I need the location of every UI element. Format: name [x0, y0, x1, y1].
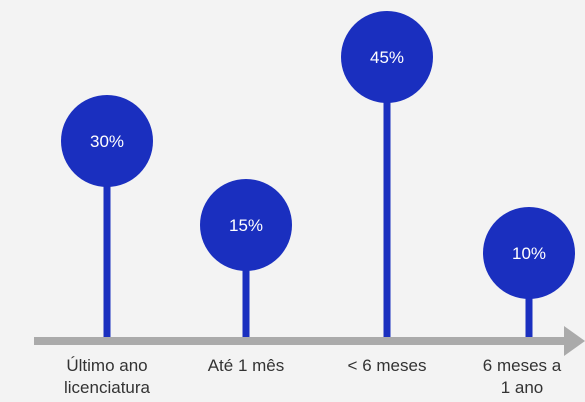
category-label-0-line-1: licenciatura	[64, 378, 151, 397]
category-labels-group: Último ano licenciatura Até 1 mês < 6 meses…	[64, 356, 562, 397]
value-label-3: 10%	[512, 244, 546, 263]
bubble-3	[483, 207, 575, 299]
category-label-1-line-0: Até 1 mês	[208, 356, 285, 375]
category-label-0: Último ano licenciatura	[64, 356, 151, 397]
x-axis	[34, 326, 585, 356]
category-label-2: < 6 meses	[348, 356, 427, 375]
category-label-1: Até 1 mês	[208, 356, 285, 375]
bubble-1	[200, 179, 292, 271]
bubble-2	[341, 11, 433, 103]
category-label-0-line-0: Último ano	[66, 356, 147, 375]
category-label-3: 6 meses a 1 ano	[483, 356, 562, 397]
category-label-3-line-1: 1 ano	[501, 378, 544, 397]
stems-group	[103, 57, 533, 343]
category-label-2-line-0: < 6 meses	[348, 356, 427, 375]
category-label-3-line-0: 6 meses a	[483, 356, 562, 375]
bubbles-group: 30% 15% 45% 10%	[61, 11, 575, 299]
bubble-0	[61, 95, 153, 187]
axis-arrow-icon	[564, 326, 585, 356]
value-label-2: 45%	[370, 48, 404, 67]
value-label-0: 30%	[90, 132, 124, 151]
value-label-1: 15%	[229, 216, 263, 235]
